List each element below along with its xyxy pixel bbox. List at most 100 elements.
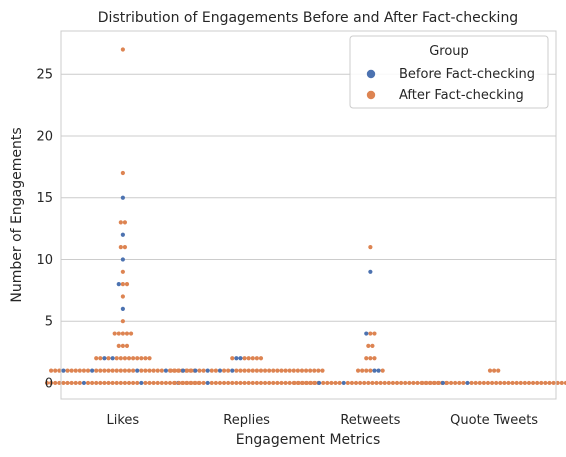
point-after <box>362 380 367 386</box>
point-after <box>81 368 87 373</box>
point-after <box>254 380 259 386</box>
point-after <box>77 380 82 386</box>
point-after <box>390 380 396 386</box>
point-after <box>428 380 433 386</box>
point-after <box>522 380 527 386</box>
point-before <box>135 368 140 373</box>
point-after <box>250 356 255 361</box>
point-after <box>283 380 288 386</box>
point-after <box>126 380 132 386</box>
point-after <box>226 380 231 386</box>
point-after <box>94 380 99 386</box>
point-after <box>139 368 144 373</box>
point-before <box>205 368 210 373</box>
point-after <box>267 368 272 373</box>
point-after <box>106 356 111 361</box>
point-after <box>126 368 132 373</box>
point-after <box>303 368 309 373</box>
point-after <box>436 380 441 386</box>
point-after <box>308 368 313 373</box>
point-after <box>254 368 259 373</box>
point-after <box>110 380 115 386</box>
point-after <box>172 368 177 373</box>
point-after <box>151 368 156 373</box>
point-after <box>559 380 564 386</box>
point-after <box>250 368 255 373</box>
point-before <box>376 368 381 373</box>
point-after <box>316 368 321 373</box>
point-after <box>258 368 264 373</box>
point-after <box>131 356 136 361</box>
point-after <box>85 380 91 386</box>
point-after <box>510 380 515 386</box>
point-after <box>49 380 54 386</box>
point-after <box>453 380 458 386</box>
point-after <box>118 368 123 373</box>
point-after <box>411 380 416 386</box>
data-points <box>44 47 566 386</box>
point-after <box>312 380 318 386</box>
point-before <box>230 368 235 373</box>
point-after <box>122 356 128 361</box>
point-after <box>90 380 95 386</box>
point-after <box>242 368 247 373</box>
point-after <box>189 380 194 386</box>
legend: Group Before Fact-checking After Fact-ch… <box>349 35 549 109</box>
point-after <box>329 380 334 386</box>
point-after <box>98 380 103 386</box>
point-after <box>299 368 305 373</box>
point-after <box>73 368 78 373</box>
point-after <box>432 380 437 386</box>
point-after <box>461 380 466 386</box>
point-before <box>120 306 125 311</box>
chart-title: Distribution of Engagements Before and A… <box>98 10 518 26</box>
point-after <box>242 380 247 386</box>
point-after <box>151 380 156 386</box>
point-after <box>201 380 206 386</box>
point-after <box>382 380 387 386</box>
point-after <box>370 380 375 386</box>
point-after <box>122 220 128 225</box>
point-after <box>238 368 243 373</box>
point-after <box>262 368 268 373</box>
point-after <box>368 356 373 361</box>
point-after <box>287 368 292 373</box>
point-before <box>163 368 169 373</box>
point-after <box>366 343 371 348</box>
point-after <box>213 368 218 373</box>
point-before <box>205 380 210 386</box>
y-tick-label: 25 <box>36 68 53 83</box>
point-before <box>110 356 115 361</box>
point-after <box>469 380 474 386</box>
point-after <box>555 380 560 386</box>
point-after <box>57 368 62 373</box>
point-after <box>221 380 227 386</box>
point-after <box>485 380 491 386</box>
point-before <box>372 368 377 373</box>
point-after <box>234 380 239 386</box>
y-tick-label: 0 <box>45 376 53 391</box>
point-after <box>535 380 540 386</box>
point-after <box>457 380 462 386</box>
point-after <box>378 380 383 386</box>
point-after <box>518 380 523 386</box>
point-after <box>386 380 391 386</box>
point-before <box>120 232 125 237</box>
point-after <box>242 356 247 361</box>
point-after <box>49 368 54 373</box>
point-before <box>364 331 369 336</box>
point-after <box>337 380 342 386</box>
point-after <box>403 380 408 386</box>
point-after <box>118 220 123 225</box>
x-axis-label: Engagement Metrics <box>236 432 381 448</box>
legend-entry-before: Before Fact-checking <box>399 67 535 82</box>
point-after <box>543 380 548 386</box>
point-after <box>246 368 251 373</box>
legend-title: Group <box>429 44 469 59</box>
point-after <box>539 380 544 386</box>
point-after <box>234 368 239 373</box>
point-after <box>372 331 377 336</box>
point-after <box>494 380 499 386</box>
point-after <box>506 380 511 386</box>
point-after <box>360 368 365 373</box>
